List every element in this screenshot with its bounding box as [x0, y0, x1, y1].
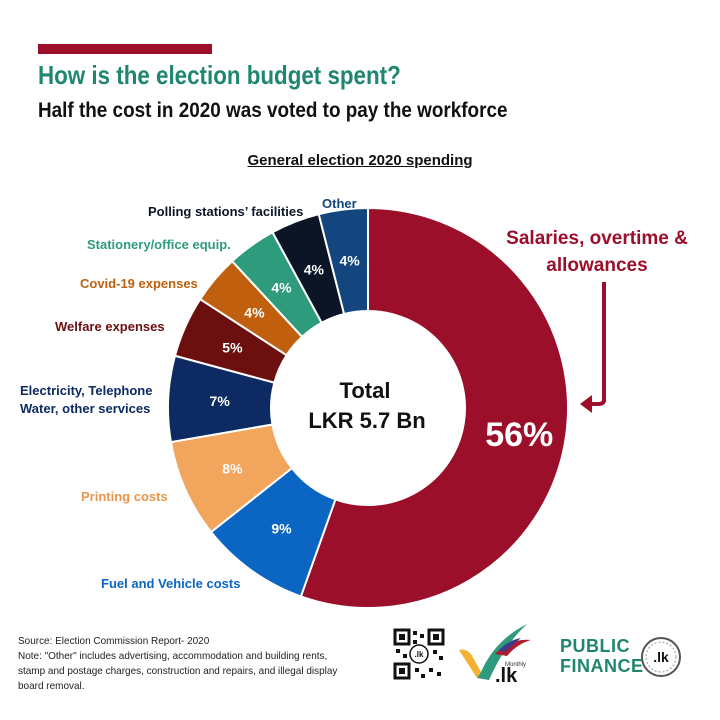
label-stationery: Stationery/office equip.	[87, 237, 231, 252]
center-total-label: Total	[340, 378, 391, 403]
donut-slices	[167, 206, 569, 609]
seal-lk-text: .lk	[653, 649, 669, 665]
slice-value-label-8: 4%	[339, 253, 360, 269]
label-electricity-1: Electricity, Telephone	[20, 383, 152, 398]
accent-bar	[38, 44, 212, 54]
note-text: Note: "Other" includes advertising, acco…	[18, 650, 338, 692]
slice-value-label-6: 4%	[271, 279, 292, 295]
monthly-text: Monthly	[505, 662, 526, 668]
finance-text: FINANCE	[560, 656, 644, 676]
public-finance-seal-icon: .lk	[641, 637, 681, 677]
chart-title: General election 2020 spending	[247, 152, 473, 169]
callout-arrow	[590, 282, 606, 406]
label-covid: Covid-19 expenses	[80, 276, 198, 291]
slice-value-label-4: 5%	[222, 339, 243, 355]
callout-line-2: allowances	[546, 255, 647, 276]
label-fuel: Fuel and Vehicle costs	[101, 576, 240, 591]
page-title: How is the election budget spent?	[38, 60, 401, 90]
slice-value-label-7: 4%	[304, 262, 325, 278]
svg-text:.lk: .lk	[415, 650, 424, 659]
callout-line-1: Salaries, overtime &	[506, 228, 688, 249]
center-amount-label: LKR 5.7 Bn	[308, 408, 425, 433]
label-welfare: Welfare expenses	[55, 319, 165, 334]
source-note: Source: Election Commission Report- 2020…	[18, 634, 351, 694]
label-other: Other	[322, 196, 357, 211]
monthly-lk-logo: Monthly .lk	[459, 624, 531, 684]
public-finance-logo: PUBLIC FINANCE	[560, 636, 644, 676]
slice-value-label-3: 7%	[210, 393, 231, 409]
slice-value-label-1: 9%	[271, 521, 292, 537]
slice-value-label-0: 56%	[485, 416, 553, 454]
qr-code-icon: .lk	[393, 628, 445, 680]
slice-0	[299, 206, 569, 609]
public-text: PUBLIC	[560, 636, 630, 656]
page-subtitle: Half the cost in 2020 was voted to pay t…	[38, 99, 508, 122]
source-text: Source: Election Commission Report- 2020	[18, 635, 210, 647]
callout-arrowhead	[580, 395, 592, 413]
label-polling: Polling stations’ facilities	[148, 204, 303, 219]
slice-8	[317, 206, 369, 316]
slice-value-label-2: 8%	[222, 461, 243, 477]
label-printing: Printing costs	[81, 489, 168, 504]
percent-labels: 56% 9% 8% 7% 5% 4% 4% 4% 4%	[210, 253, 554, 537]
lk-text: .lk	[495, 665, 518, 684]
label-electricity-2: Water, other services	[20, 401, 150, 416]
slice-value-label-5: 4%	[244, 304, 265, 320]
